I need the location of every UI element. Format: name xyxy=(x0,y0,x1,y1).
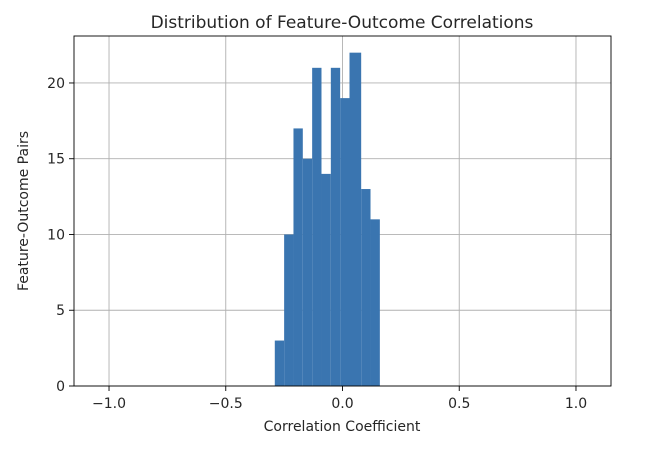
y-tick-label: 5 xyxy=(56,303,65,319)
histogram-bar xyxy=(284,234,294,386)
x-tick-label: 0.0 xyxy=(331,396,353,412)
y-axis-ticks: 0 5 10 15 20 xyxy=(47,76,74,395)
histogram-bar xyxy=(293,128,303,386)
y-axis-label: Feature-Outcome Pairs xyxy=(16,131,32,291)
x-tick-label: 0.5 xyxy=(448,396,470,412)
x-axis-ticks: −1.0 −0.5 0.0 0.5 1.0 xyxy=(92,386,587,412)
histogram-bar xyxy=(312,67,322,387)
histogram-bars xyxy=(274,52,380,387)
histogram-bar xyxy=(274,340,285,386)
histogram-bar xyxy=(370,219,380,386)
x-tick-label: −0.5 xyxy=(209,396,243,412)
y-tick-label: 10 xyxy=(47,227,65,243)
histogram-bar xyxy=(340,98,350,386)
histogram-bar xyxy=(321,173,331,386)
y-tick-label: 0 xyxy=(56,379,65,395)
x-tick-label: 1.0 xyxy=(565,396,587,412)
histogram-bar xyxy=(302,158,313,386)
histogram-bar xyxy=(361,189,371,386)
y-tick-label: 15 xyxy=(47,152,65,168)
histogram-bar xyxy=(330,67,341,387)
x-axis-label: Correlation Coefficient xyxy=(264,419,421,435)
x-tick-label: −1.0 xyxy=(92,396,126,412)
y-tick-label: 20 xyxy=(47,76,65,92)
chart-title: Distribution of Feature-Outcome Correlat… xyxy=(151,13,534,33)
histogram-bar xyxy=(349,52,362,387)
